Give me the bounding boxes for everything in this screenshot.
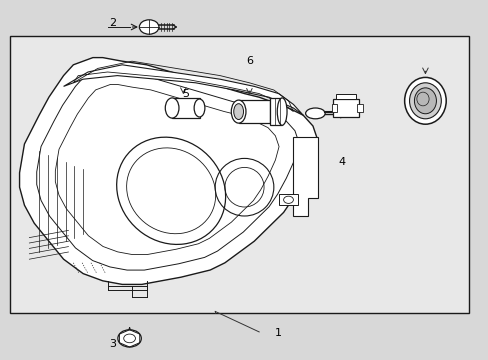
- Ellipse shape: [233, 104, 243, 120]
- Text: 6: 6: [245, 56, 252, 66]
- Text: 5: 5: [182, 89, 189, 99]
- Bar: [172, 98, 199, 118]
- Text: 1: 1: [275, 328, 282, 338]
- Bar: [336, 94, 355, 99]
- Ellipse shape: [404, 77, 446, 124]
- Ellipse shape: [165, 98, 179, 118]
- Bar: [356, 104, 362, 112]
- Bar: [269, 98, 282, 125]
- Bar: [278, 194, 298, 205]
- Circle shape: [139, 20, 159, 34]
- Ellipse shape: [305, 108, 325, 119]
- Ellipse shape: [414, 88, 435, 114]
- Bar: [238, 100, 269, 123]
- Ellipse shape: [194, 99, 204, 117]
- Text: 4: 4: [338, 157, 345, 167]
- Text: 7: 7: [426, 114, 433, 124]
- Bar: [10, 36, 468, 313]
- Bar: [331, 104, 337, 112]
- Text: 2: 2: [109, 18, 116, 28]
- Polygon shape: [63, 65, 303, 115]
- Text: 3: 3: [109, 339, 116, 349]
- Polygon shape: [20, 58, 317, 284]
- Ellipse shape: [277, 98, 286, 125]
- Ellipse shape: [409, 83, 440, 119]
- Polygon shape: [293, 137, 317, 216]
- Bar: [332, 99, 359, 117]
- Circle shape: [118, 330, 141, 347]
- Ellipse shape: [231, 100, 245, 123]
